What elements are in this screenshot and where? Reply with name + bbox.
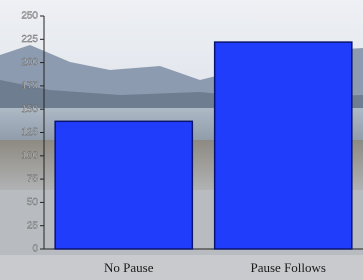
x-tick-label: No Pause xyxy=(104,260,154,275)
y-tick-label: 100 xyxy=(21,150,38,161)
y-tick-label: 125 xyxy=(21,127,38,138)
y-tick-label: 50 xyxy=(27,197,39,208)
y-tick-label: 0 xyxy=(32,244,38,255)
y-tick-label: 150 xyxy=(21,104,38,115)
x-tick-label: Pause Follows xyxy=(251,260,326,275)
bar xyxy=(215,42,352,249)
y-tick-label: 200 xyxy=(21,57,38,68)
y-tick-label: 225 xyxy=(21,34,38,45)
y-tick-label: 250 xyxy=(21,11,38,22)
bar xyxy=(55,121,192,249)
chart: 0 25 50 75 100 125 150 175 200 225 250 No Pause Paus… xyxy=(0,0,363,280)
y-tick-label: 175 xyxy=(21,81,38,92)
y-tick-label: 25 xyxy=(27,220,39,231)
y-tick-label: 75 xyxy=(27,174,39,185)
